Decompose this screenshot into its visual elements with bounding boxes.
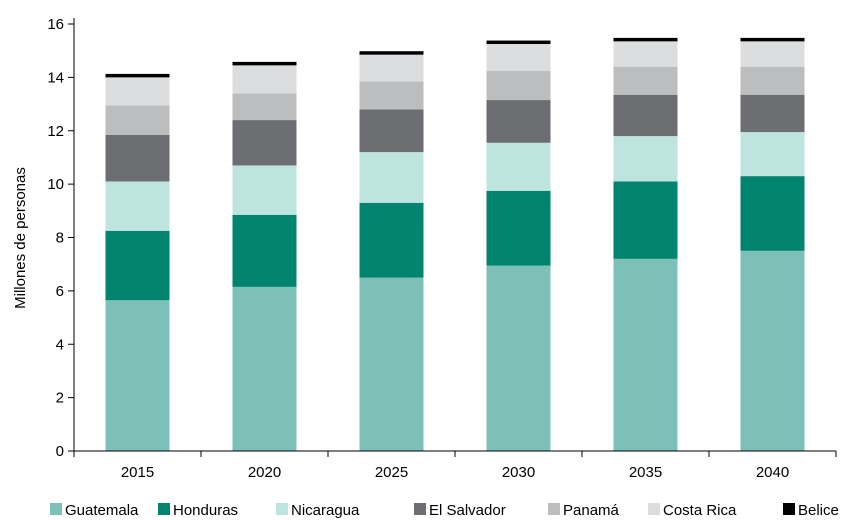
bar-2020-el-salvador [232,120,297,166]
legend-swatch-guatemala [50,503,62,515]
bar-2035-belice [613,37,678,42]
bar-2035-guatemala [613,258,678,451]
bar-2030-guatemala [486,265,551,451]
y-tick-label: 8 [56,230,64,247]
bar-2015-belice [105,73,170,78]
legend-swatch-costa-rica [648,503,660,515]
bar-2040-nicaragua [740,132,805,177]
legend-label: Costa Rica [663,502,737,519]
bar-2025-honduras [359,202,424,278]
plot-area: 0 2 4 6 8 10 12 14 16 2015 2020 2025 2030 2035 2040 [47,16,837,481]
bar-2025-belice [359,51,424,55]
bar-2040-panamá [740,66,805,95]
legend-swatch-belice [783,503,795,515]
bar-2040-costa-rica [740,41,805,67]
bar-2015-honduras [105,230,170,301]
legend-label: Nicaragua [291,502,360,519]
legend-swatch-nicaragua [276,503,288,515]
bar-2035-costa-rica [613,41,678,67]
y-axis-title: Millones de personas [12,167,29,309]
bar-2020-nicaragua [232,165,297,215]
legend: Guatemala Honduras Nicaragua El Salvador Pan… [50,502,839,519]
legend-swatch-panamá [548,503,560,515]
bar-2035-nicaragua [613,136,678,182]
legend-swatch-el-salvador [414,503,426,515]
x-tick-label: 2040 [756,464,789,481]
bar-2030-honduras [486,190,551,266]
bar-2040-belice [740,37,805,42]
bar-2025-nicaragua [359,152,424,203]
legend-label: Belice [798,502,839,519]
legend-label: Guatemala [65,502,139,519]
bar-2020-honduras [232,214,297,287]
bar-2035-el-salvador [613,94,678,137]
bar-2015-costa-rica [105,77,170,106]
bar-2020-costa-rica [232,65,297,94]
x-tick-label: 2025 [375,464,408,481]
bar-2030-el-salvador [486,100,551,143]
y-tick-label: 14 [47,69,64,86]
legend-label: Panamá [563,502,620,519]
y-tick-label: 12 [47,123,64,140]
bar-2015-el-salvador [105,134,170,182]
bar-2025-guatemala [359,277,424,451]
legend-swatch-honduras [158,503,170,515]
legend-label: Honduras [173,502,238,519]
legend-label: El Salvador [429,502,506,519]
bar-2015-panamá [105,105,170,135]
bar-2040-honduras [740,176,805,251]
bar-2015-nicaragua [105,181,170,231]
bar-2015-guatemala [105,300,170,451]
bar-2040-el-salvador [740,94,805,133]
bar-2035-honduras [613,181,678,259]
y-tick-label: 16 [47,16,64,33]
bar-2020-panamá [232,93,297,121]
y-tick-label: 10 [47,176,64,193]
bar-2025-el-salvador [359,109,424,153]
bar-2030-nicaragua [486,142,551,191]
bar-2025-costa-rica [359,54,424,82]
y-tick-label: 2 [56,390,64,407]
x-tick-label: 2030 [502,464,535,481]
x-tick-label: 2020 [248,464,281,481]
bar-2035-panamá [613,66,678,95]
y-tick-label: 0 [56,443,64,460]
bar-2030-panamá [486,70,551,101]
bar-2020-guatemala [232,286,297,451]
x-tick-label: 2035 [629,464,662,481]
x-tick-label: 2015 [121,464,154,481]
bar-2030-belice [486,40,551,45]
bar-2040-guatemala [740,250,805,451]
bar-2030-costa-rica [486,44,551,71]
y-tick-label: 4 [56,336,64,353]
bar-2025-panamá [359,81,424,110]
bar-2020-belice [232,61,297,66]
y-tick-label: 6 [56,283,64,300]
